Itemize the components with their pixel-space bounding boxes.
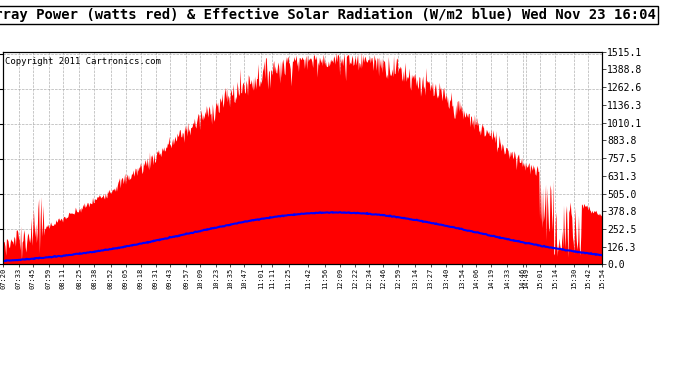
Text: Copyright 2011 Cartronics.com: Copyright 2011 Cartronics.com bbox=[5, 57, 161, 66]
Text: East Array Power (watts red) & Effective Solar Radiation (W/m2 blue) Wed Nov 23 : East Array Power (watts red) & Effective… bbox=[0, 8, 656, 22]
